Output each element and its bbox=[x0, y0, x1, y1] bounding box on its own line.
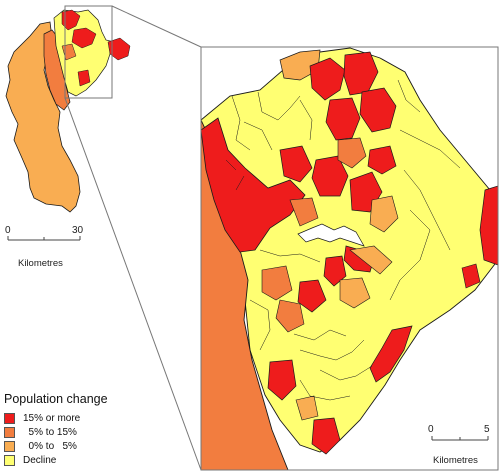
connector-line-top bbox=[111, 5, 202, 48]
detail-lake bbox=[297, 223, 365, 247]
detail-orange-far-south bbox=[295, 395, 319, 421]
detail-orange-center-1 bbox=[337, 137, 367, 169]
legend-swatch-light-orange bbox=[4, 440, 15, 452]
detail-red-south-2 bbox=[297, 279, 327, 313]
detail-scale-start: 0 bbox=[428, 424, 434, 435]
detail-lightorange-south-2 bbox=[349, 245, 393, 275]
detail-red-belt bbox=[201, 117, 306, 253]
detail-red-north-3 bbox=[325, 97, 361, 141]
detail-red-far-south-1 bbox=[267, 359, 297, 401]
detail-orange-center-2 bbox=[289, 197, 319, 227]
legend-swatch-red bbox=[4, 412, 15, 424]
legend-label: Decline bbox=[23, 454, 57, 466]
overview-scale-end: 30 bbox=[72, 225, 84, 236]
detail-red-north-1 bbox=[309, 57, 346, 101]
overview-scale-bar: 0 30 Kilometres bbox=[5, 225, 84, 269]
legend-item: 5% to 15% bbox=[4, 425, 80, 439]
legend-label: 5% to 15% bbox=[23, 426, 77, 438]
detail-red-east bbox=[479, 185, 498, 266]
detail-scale-bar: 0 5 Kilometres bbox=[428, 424, 490, 466]
detail-red-southeast bbox=[369, 325, 413, 383]
overview-map bbox=[5, 5, 131, 213]
detail-orange-south-1 bbox=[261, 265, 293, 301]
legend-item: Decline bbox=[4, 453, 80, 467]
detail-orange-south-2 bbox=[275, 299, 305, 333]
detail-red-east-small bbox=[461, 263, 481, 289]
overview-urban-red-north bbox=[61, 9, 81, 31]
legend-title: Population change bbox=[4, 392, 108, 406]
detail-scale-end: 5 bbox=[484, 424, 490, 435]
legend-item: 15% or more bbox=[4, 411, 80, 425]
detail-red-far-south-2 bbox=[311, 417, 341, 455]
overview-scale-unit: Kilometres bbox=[18, 258, 63, 269]
legend-swatch-dark-orange bbox=[4, 426, 15, 438]
detail-red-north-4 bbox=[359, 87, 397, 133]
detail-suburb-boundaries bbox=[225, 79, 461, 401]
detail-red-center-4 bbox=[367, 145, 397, 175]
detail-frame bbox=[200, 46, 499, 471]
connector-line-bottom bbox=[64, 97, 202, 471]
legend-item: 0% to 5% bbox=[4, 439, 80, 453]
detail-lightorange-south-1 bbox=[339, 277, 371, 309]
overview-urban-red-center bbox=[71, 27, 97, 49]
detail-red-center-1 bbox=[279, 145, 313, 183]
legend-label: 0% to 5% bbox=[23, 440, 77, 452]
overview-urban-red-east bbox=[107, 37, 131, 61]
overview-inset-frame bbox=[64, 5, 113, 99]
overview-urban-area bbox=[53, 9, 115, 97]
legend-swatch-yellow bbox=[4, 454, 15, 466]
detail-lightorange-1 bbox=[369, 195, 399, 233]
legend: 15% or more 5% to 15% 0% to 5% Decline bbox=[4, 411, 80, 467]
legend-label: 15% or more bbox=[23, 412, 81, 424]
overview-scale-start: 0 bbox=[5, 225, 11, 236]
overview-urban-red-south bbox=[77, 69, 91, 87]
detail-scale-unit: Kilometres bbox=[433, 455, 478, 466]
detail-map bbox=[200, 46, 499, 471]
